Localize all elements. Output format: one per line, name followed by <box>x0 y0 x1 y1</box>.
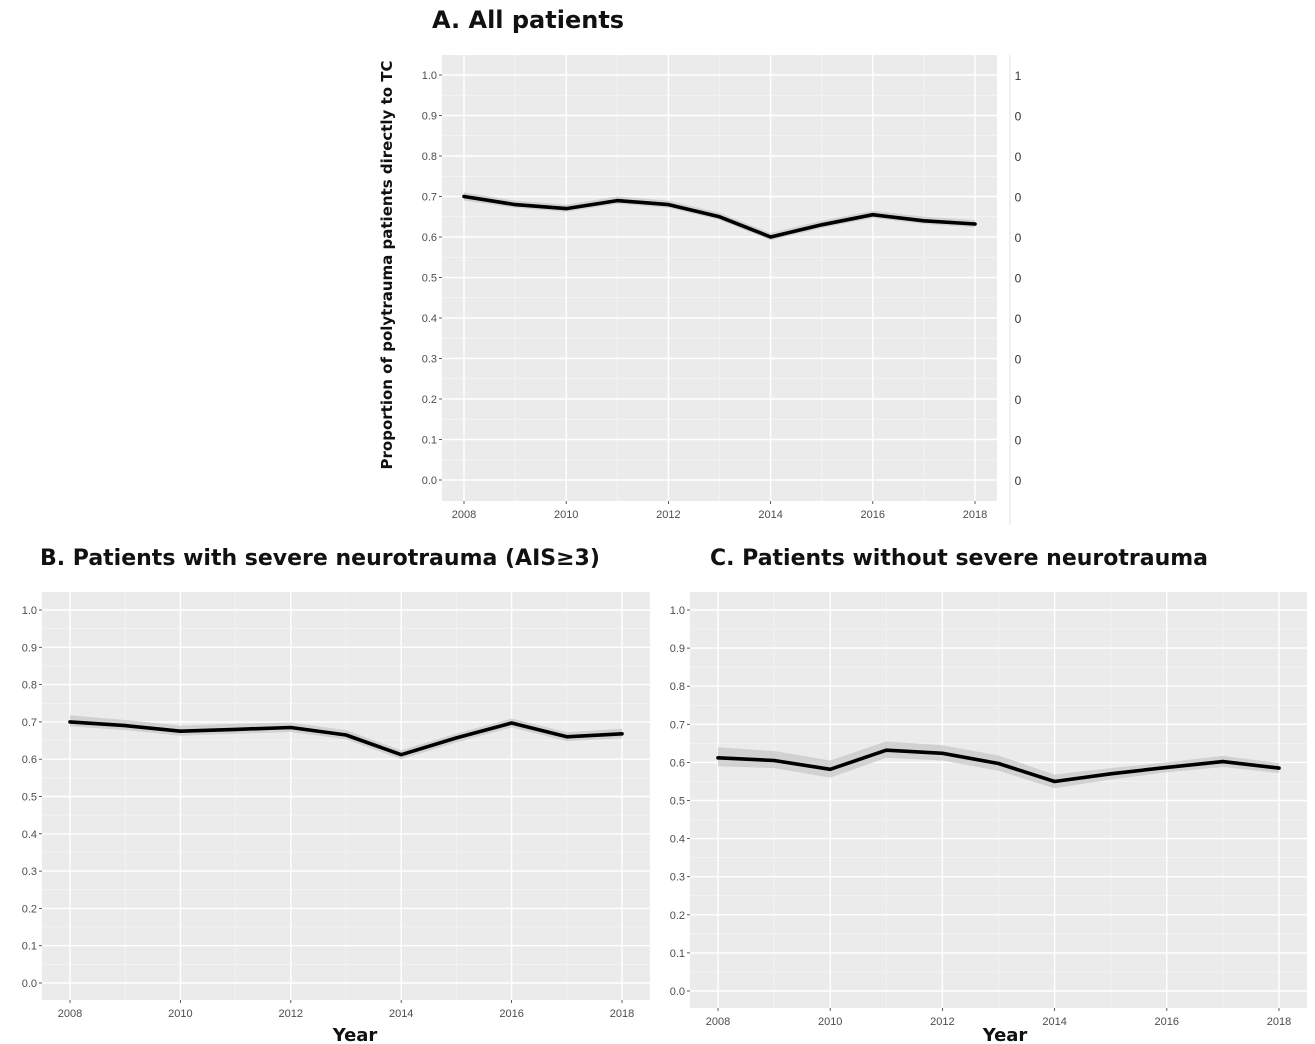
x-tick-label: 2010 <box>168 1008 192 1020</box>
right-axis-label: 0 <box>1015 312 1022 326</box>
chart-panel-a: 0.0 0.1 0.2 0.3 0.4 0.5 0.6 0.7 0.8 0.9 1.0 2008 201… <box>378 55 1022 525</box>
y-tick-label: 0.3 <box>422 354 437 366</box>
y-axis-title: Proportion of polytrauma patients direct… <box>378 61 396 470</box>
y-tick-label: 0.9 <box>670 643 685 655</box>
x-tick-label: 2016 <box>499 1008 523 1020</box>
y-tick-label: 0.2 <box>422 394 437 406</box>
y-tick-label: 0.0 <box>22 978 37 990</box>
series-line <box>716 748 1281 784</box>
y-tick-label: 0.5 <box>422 273 437 285</box>
x-axis-title: Year <box>332 1025 378 1044</box>
x-tick-label: 2008 <box>706 1016 730 1028</box>
y-tick-label: 0.5 <box>22 792 37 804</box>
x-tick-label: 2012 <box>656 509 680 521</box>
y-tick-label: 0.3 <box>22 866 37 878</box>
x-tick-label: 2018 <box>1267 1016 1291 1028</box>
y-tick-label: 0.2 <box>22 903 37 915</box>
panel-a-title: A. All patients <box>432 6 625 34</box>
right-axis-label: 0 <box>1015 393 1022 407</box>
x-tick-label: 2012 <box>930 1016 954 1028</box>
x-tick-label: 2016 <box>861 509 885 521</box>
confidence-band <box>70 715 622 760</box>
y-tick-label: 0.4 <box>22 829 37 841</box>
x-tick-label: 2018 <box>610 1008 634 1020</box>
y-tick-label: 0.1 <box>22 941 37 953</box>
right-axis-label: 0 <box>1015 191 1022 205</box>
chart-panel-b: 0.0 0.1 0.2 0.3 0.4 0.5 0.6 0.7 0.8 0.9 1.0 2008 201… <box>22 592 650 1044</box>
y-tick-label: 0.2 <box>670 910 685 922</box>
y-tick-label: 0.6 <box>670 757 685 769</box>
x-tick-label: 2014 <box>1042 1016 1066 1028</box>
y-tick-label: 0.4 <box>670 834 685 846</box>
y-tick-label: 1.0 <box>22 605 37 617</box>
right-axis-label: 0 <box>1015 231 1022 245</box>
y-tick-label: 0.7 <box>22 717 37 729</box>
series-line <box>68 720 624 757</box>
y-tick-label: 0.0 <box>422 475 437 487</box>
y-tick-label: 0.1 <box>422 435 437 447</box>
y-tick-label: 0.8 <box>670 681 685 693</box>
chart-panel-c: 0.0 0.1 0.2 0.3 0.4 0.5 0.6 0.7 0.8 0.9 1.0 2008 201… <box>670 592 1307 1044</box>
right-axis-label: 0 <box>1015 353 1022 367</box>
x-tick-label: 2014 <box>389 1008 413 1020</box>
y-tick-label: 0.8 <box>422 151 437 163</box>
y-tick-label: 0.9 <box>22 642 37 654</box>
y-tick-label: 0.6 <box>422 232 437 244</box>
x-tick-label: 2010 <box>818 1016 842 1028</box>
x-tick-label: 2014 <box>758 509 782 521</box>
right-axis-label: 0 <box>1015 474 1022 488</box>
right-axis-label: 0 <box>1015 110 1022 124</box>
x-tick-label: 2012 <box>279 1008 303 1020</box>
y-tick-label: 0.9 <box>422 111 437 123</box>
y-tick-label: 0.1 <box>670 948 685 960</box>
right-axis-label: 0 <box>1015 272 1022 286</box>
y-tick-label: 1.0 <box>670 605 685 617</box>
panel-c-title: C. Patients without severe neurotrauma <box>710 546 1209 571</box>
y-tick-label: 1.0 <box>422 70 437 82</box>
x-tick-label: 2016 <box>1155 1016 1179 1028</box>
x-tick-label: 2010 <box>554 509 578 521</box>
y-tick-label: 0.0 <box>670 986 685 998</box>
x-tick-label: 2008 <box>452 509 476 521</box>
y-tick-label: 0.6 <box>22 754 37 766</box>
x-tick-label: 2008 <box>58 1008 82 1020</box>
y-tick-label: 0.8 <box>22 680 37 692</box>
series-line <box>462 194 977 239</box>
y-tick-label: 0.3 <box>670 872 685 884</box>
right-axis-label: 0 <box>1015 150 1022 164</box>
right-axis-label: 0 <box>1015 434 1022 448</box>
x-axis-title: Year <box>982 1025 1028 1044</box>
right-axis-label: 1 <box>1015 69 1022 83</box>
y-tick-label: 0.7 <box>422 192 437 204</box>
y-tick-label: 0.4 <box>422 313 437 325</box>
y-tick-label: 0.7 <box>670 719 685 731</box>
y-tick-label: 0.5 <box>670 796 685 808</box>
panel-b-title: B. Patients with severe neurotrauma (AIS… <box>40 546 600 571</box>
x-tick-label: 2018 <box>963 509 987 521</box>
